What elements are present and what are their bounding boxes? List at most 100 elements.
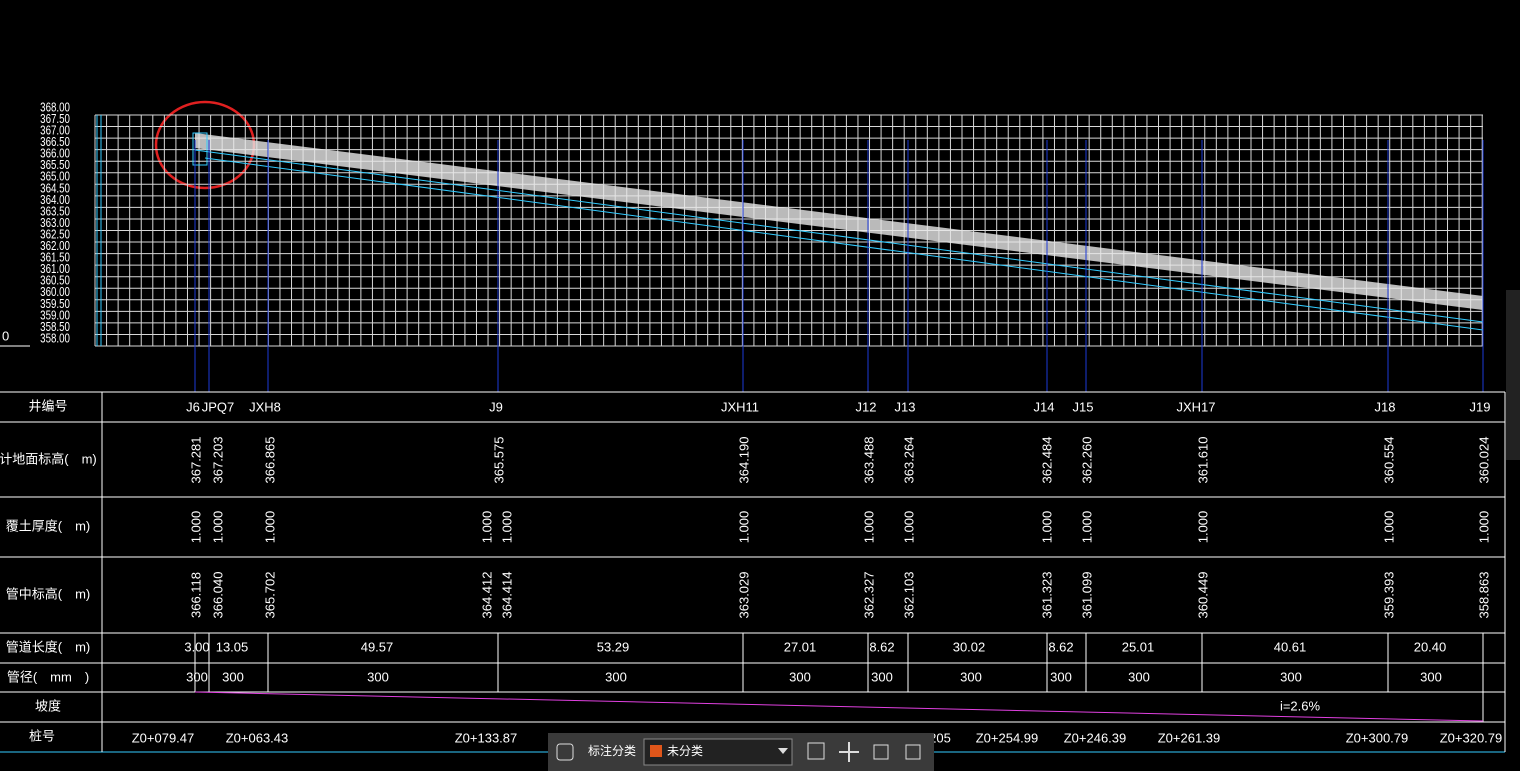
- ground-elevations: 361.610: [1195, 437, 1210, 484]
- pipe-elevations: 366.040: [210, 572, 225, 619]
- axis-label: 361.50: [40, 251, 70, 265]
- axis-label: 365.00: [40, 171, 70, 185]
- category-select[interactable]: [643, 738, 793, 766]
- pipe-elevations: 365.702: [262, 572, 277, 619]
- row-header: 坡度: [35, 698, 61, 713]
- axis-label: 360.00: [40, 286, 70, 300]
- well-name: J6: [186, 399, 200, 414]
- category-value: 未分类: [667, 744, 703, 758]
- pipe-diameter: 300: [222, 669, 244, 684]
- copy-icon[interactable]: [873, 744, 889, 760]
- cover-depths: 1.000: [210, 511, 225, 544]
- station: Z0+254.99: [976, 730, 1039, 745]
- pipe-diameter: 300: [186, 669, 208, 684]
- axis-label: 363.50: [40, 205, 70, 219]
- ground-elevations: 363.488: [861, 437, 876, 484]
- axis-label: 367.50: [40, 113, 70, 127]
- pipe-elevations: 362.103: [901, 572, 916, 619]
- pipe-diameter: 300: [960, 669, 982, 684]
- well-name: JXH8: [249, 399, 281, 414]
- edit-icon[interactable]: [807, 742, 825, 760]
- ground-elevations: 362.260: [1079, 437, 1094, 484]
- cover-depths: 1.000: [479, 511, 494, 544]
- axis-label: 367.00: [40, 124, 70, 138]
- pipe-diameter: 300: [1050, 669, 1072, 684]
- slope-label: i=2.6%: [1280, 698, 1321, 713]
- well-name: J13: [895, 399, 916, 414]
- axis-label: 366.50: [40, 136, 70, 150]
- pipe-bottom-line: [194, 149, 1484, 323]
- paste-icon[interactable]: [905, 744, 921, 760]
- cover-depths: 1.000: [1476, 511, 1491, 544]
- cover-depths: 1.000: [1381, 511, 1396, 544]
- pipe-elevations: 363.029: [736, 572, 751, 619]
- axis-label: 358.50: [40, 321, 70, 335]
- cover-depths: 1.000: [861, 511, 876, 544]
- pipe-length: 20.40: [1414, 639, 1447, 654]
- pipe-band: [195, 133, 1483, 310]
- well-name: J12: [856, 399, 877, 414]
- well-name: J9: [489, 399, 503, 414]
- axis-label: 365.50: [40, 159, 70, 173]
- axis-label: 366.00: [40, 147, 70, 161]
- cover-depths: 1.000: [1195, 511, 1210, 544]
- pipe-elevations: 361.099: [1079, 572, 1094, 619]
- pipe-elevations: 362.327: [861, 572, 876, 619]
- pipe-elevations: 361.323: [1039, 572, 1054, 619]
- well-box: [192, 132, 208, 166]
- pipe-diameter: 300: [367, 669, 389, 684]
- cover-depths: 1.000: [736, 511, 751, 544]
- cover-depths: 1.000: [499, 511, 514, 544]
- station: Z0+300.79: [1346, 730, 1409, 745]
- well-name: JXH17: [1176, 399, 1215, 414]
- pipe-elevations: 364.414: [499, 572, 514, 619]
- station: Z0+133.87: [455, 730, 518, 745]
- row-header: 桩号: [29, 728, 55, 743]
- well-name: J15: [1073, 399, 1094, 414]
- axis-label: 362.50: [40, 228, 70, 242]
- pipe-length: 25.01: [1122, 639, 1155, 654]
- axis-label: 359.00: [40, 309, 70, 323]
- pipe-length: 13.05: [216, 639, 249, 654]
- ground-elevations: 366.865: [262, 437, 277, 484]
- ground-elevations: 365.575: [491, 437, 506, 484]
- ground-elevations: 362.484: [1039, 437, 1054, 484]
- cover-depths: 1.000: [1079, 511, 1094, 544]
- pipe-length: 30.02: [953, 639, 986, 654]
- axis-label: 362.00: [40, 240, 70, 254]
- ground-elevations: 367.203: [210, 437, 225, 484]
- pipe-elevations: 358.863: [1476, 572, 1491, 619]
- ground-elevations: 360.554: [1381, 437, 1396, 484]
- dropdown-arrow: [778, 748, 788, 754]
- axis-label: 364.00: [40, 194, 70, 208]
- pipe-diameter: 300: [1420, 669, 1442, 684]
- grid-icon[interactable]: [556, 743, 574, 761]
- station: Z0+246.39: [1064, 730, 1127, 745]
- move-icon[interactable]: [839, 742, 859, 762]
- row-header: 管径( mm ): [7, 669, 89, 684]
- well-name: JPQ7: [202, 399, 235, 414]
- axis-label: 360.50: [40, 274, 70, 288]
- pipe-elevations: 366.118: [188, 572, 203, 618]
- cover-depths: 1.000: [901, 511, 916, 544]
- well-name: J14: [1034, 399, 1055, 414]
- row-header: 覆土厚度( m): [6, 518, 91, 533]
- cover-depths: 1.000: [1039, 511, 1054, 544]
- cover-depths: 1.000: [188, 511, 203, 544]
- row-header: 管道长度( m): [6, 639, 91, 654]
- station: Z0+320.79: [1440, 730, 1503, 745]
- station: Z0+063.43: [226, 730, 289, 745]
- row-header: 井编号: [28, 398, 67, 413]
- pipe-elevations: 364.412: [479, 572, 494, 619]
- axis-label: 358.00: [40, 332, 70, 346]
- cover-depths: 1.000: [262, 511, 277, 544]
- row-header: 管中标高( m): [6, 586, 91, 601]
- pipe-length: 3.00: [184, 639, 209, 654]
- station: 205: [929, 730, 951, 745]
- well-name: J19: [1470, 399, 1491, 414]
- pipe-length: 49.57: [361, 639, 394, 654]
- station: Z0+261.39: [1158, 730, 1221, 745]
- pipe-diameter: 300: [1128, 669, 1150, 684]
